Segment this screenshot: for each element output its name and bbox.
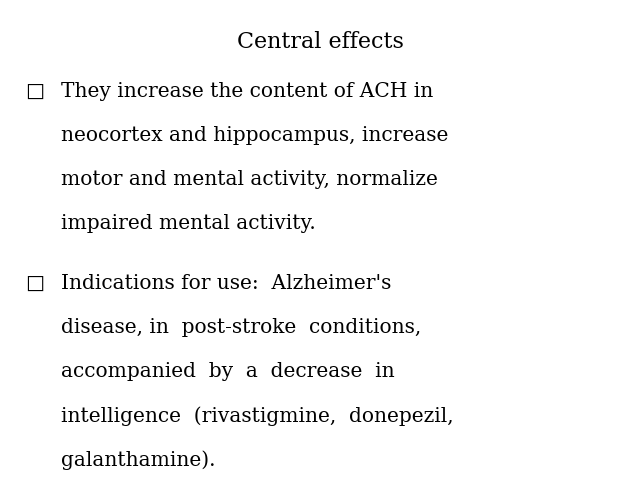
Text: galanthamine).: galanthamine). (61, 450, 215, 470)
Text: □: □ (26, 274, 45, 293)
Text: Indications for use:  Alzheimer's: Indications for use: Alzheimer's (61, 274, 391, 293)
Text: accompanied  by  a  decrease  in: accompanied by a decrease in (61, 362, 394, 381)
Text: motor and mental activity, normalize: motor and mental activity, normalize (61, 170, 438, 189)
Text: Central effects: Central effects (237, 31, 403, 53)
Text: intelligence  (rivastigmine,  donepezil,: intelligence (rivastigmine, donepezil, (61, 406, 453, 426)
Text: impaired mental activity.: impaired mental activity. (61, 214, 316, 233)
Text: neocortex and hippocampus, increase: neocortex and hippocampus, increase (61, 126, 448, 145)
Text: They increase the content of ACH in: They increase the content of ACH in (61, 82, 433, 101)
Text: disease, in  post-stroke  conditions,: disease, in post-stroke conditions, (61, 318, 421, 337)
Text: □: □ (26, 82, 45, 101)
